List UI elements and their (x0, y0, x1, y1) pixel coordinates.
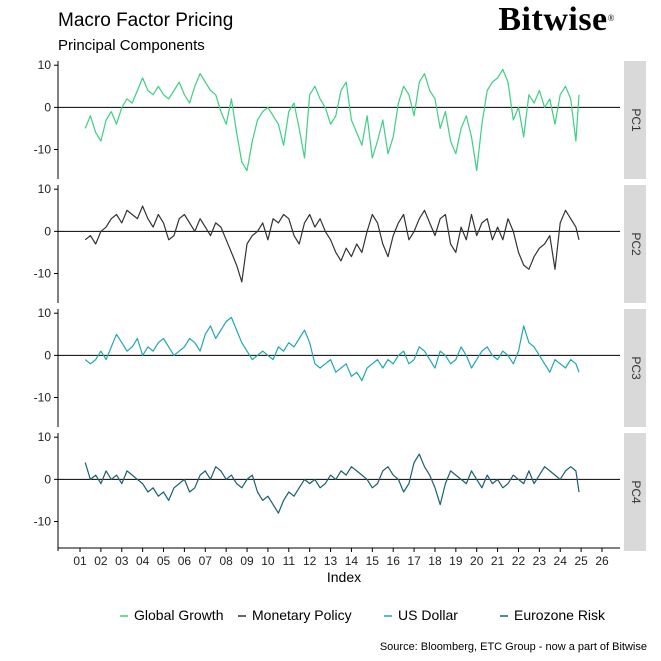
registered-mark: ® (607, 13, 615, 23)
legend-label: Global Growth (134, 607, 223, 623)
x-tick-label: 02 (94, 554, 108, 568)
x-tick-label: 10 (261, 554, 275, 568)
panel-strip (624, 309, 646, 427)
x-tick-label: 04 (136, 554, 150, 568)
y-tick-label: 10 (38, 430, 52, 444)
x-tick-label: 11 (283, 554, 296, 568)
panel-strip (624, 61, 646, 179)
chart-title: Macro Factor Pricing (58, 10, 234, 31)
x-tick-label: 21 (491, 554, 505, 568)
x-tick-label: 19 (449, 554, 463, 568)
y-tick-label: 0 (44, 100, 51, 114)
panel-label-pc3: PC3 (629, 356, 643, 380)
y-tick-label: -10 (34, 267, 52, 281)
x-tick-label: 15 (366, 554, 380, 568)
x-tick-label: 26 (595, 554, 609, 568)
x-tick-label: 13 (324, 554, 338, 568)
x-tick-label: 22 (512, 554, 526, 568)
brand-logo-text: Bitwise (498, 1, 608, 38)
legend-label: Eurozone Risk (514, 607, 606, 623)
y-tick-label: 0 (44, 472, 51, 486)
x-tick-label: 07 (199, 554, 213, 568)
x-tick-label: 18 (428, 554, 442, 568)
x-tick-label: 08 (219, 554, 233, 568)
series-line-pc1 (84, 68, 580, 172)
panel-label-pc4: PC4 (629, 480, 643, 504)
x-tick-label: 05 (157, 554, 171, 568)
series-line-pc3 (84, 316, 580, 382)
y-tick-label: -10 (34, 515, 52, 529)
x-tick-label: 23 (533, 554, 547, 568)
y-tick-label: 0 (44, 348, 51, 362)
x-tick-label: 14 (345, 554, 359, 568)
brand-logo: Bitwise® (498, 1, 615, 39)
panel-strip (624, 185, 646, 303)
x-tick-label: 06 (178, 554, 192, 568)
x-tick-label: 12 (303, 554, 317, 568)
y-tick-label: -10 (34, 143, 52, 157)
x-tick-label: 09 (240, 554, 254, 568)
y-tick-label: 10 (38, 306, 52, 320)
x-axis-label: Index (327, 569, 361, 585)
series-line-pc4 (84, 453, 580, 514)
y-tick-label: 10 (38, 182, 52, 196)
panel-label-pc1: PC1 (629, 108, 643, 132)
y-tick-label: 0 (44, 224, 51, 238)
x-tick-label: 03 (115, 554, 129, 568)
y-tick-label: -10 (34, 391, 52, 405)
x-tick-label: 01 (73, 554, 87, 568)
legend-label: Monetary Policy (252, 607, 352, 623)
panel-label-pc2: PC2 (629, 232, 643, 256)
x-tick-label: 25 (574, 554, 588, 568)
series-line-pc2 (84, 205, 580, 283)
legend-label: US Dollar (398, 607, 458, 623)
x-tick-label: 16 (387, 554, 401, 568)
x-tick-label: 24 (554, 554, 568, 568)
y-tick-label: 10 (38, 58, 52, 72)
panel-strip (624, 433, 646, 551)
x-tick-label: 20 (470, 554, 484, 568)
chart-subtitle: Principal Components (58, 37, 205, 54)
x-tick-label: 17 (407, 554, 421, 568)
source-note: Source: Bloomberg, ETC Group - now a par… (379, 641, 647, 653)
